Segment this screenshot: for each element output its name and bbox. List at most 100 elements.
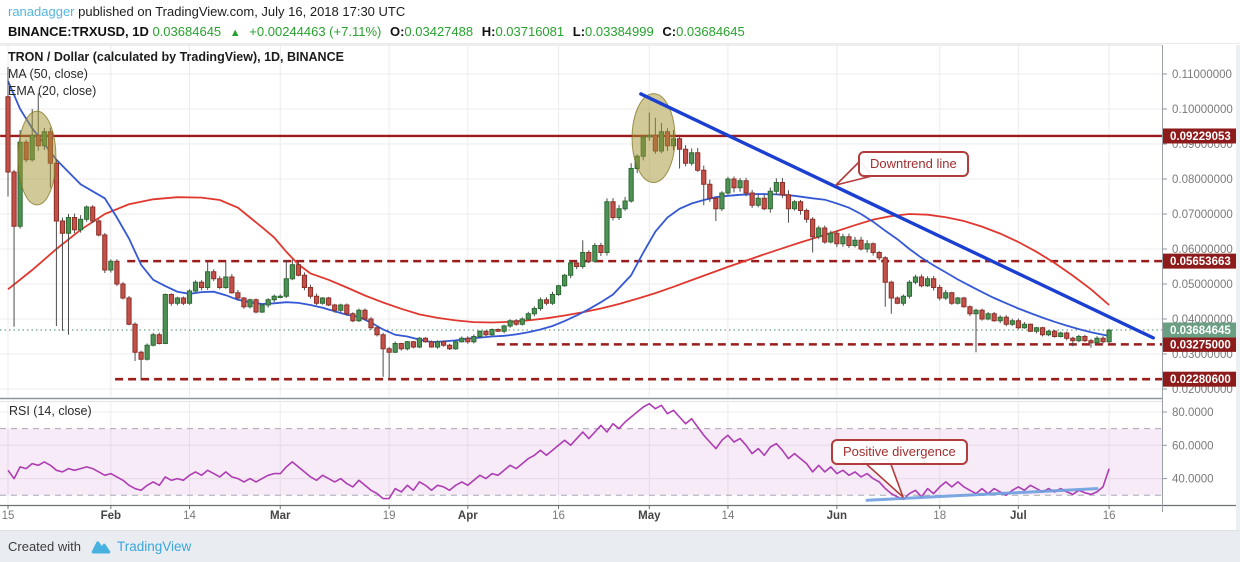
candle	[598, 245, 604, 253]
rsi-line	[7, 402, 1110, 501]
candle	[235, 292, 241, 299]
candle	[592, 245, 598, 262]
up-arrow-icon: ▲	[229, 27, 241, 39]
downtrend-trendline[interactable]	[639, 92, 1155, 340]
candle	[858, 239, 864, 250]
candle	[973, 309, 979, 315]
candle	[840, 236, 846, 245]
candle	[259, 304, 265, 313]
candle	[616, 208, 622, 218]
time-axis-label: 14	[183, 510, 196, 522]
candle	[374, 327, 380, 336]
highlight-ellipse[interactable]	[17, 110, 57, 206]
candle	[132, 323, 138, 353]
tradingview-link[interactable]: TradingView	[116, 539, 192, 554]
publish-info: published on TradingView.com, July 16, 2…	[74, 4, 406, 19]
candle	[326, 297, 332, 306]
candle	[483, 330, 489, 336]
level-price-tag	[1163, 336, 1239, 352]
candle	[459, 337, 465, 343]
divergence-trendline[interactable]	[865, 487, 1099, 502]
candle	[102, 234, 108, 271]
candle	[912, 276, 919, 283]
candle	[785, 194, 792, 210]
candle	[368, 318, 374, 329]
candle	[138, 351, 144, 360]
candle	[707, 183, 713, 199]
rsi-axis-label: 80.0000	[1172, 407, 1214, 419]
candle	[180, 297, 187, 304]
candle	[126, 297, 132, 325]
chart-frame	[0, 44, 1240, 512]
candle	[628, 168, 634, 202]
candle	[356, 309, 362, 322]
candle	[1015, 320, 1021, 329]
candle	[574, 262, 580, 267]
price-axis-label: 0.10000000	[1172, 104, 1233, 116]
candle	[59, 220, 66, 234]
candle	[967, 306, 973, 315]
candle	[586, 252, 592, 262]
last-price-tag-text: 0.03684645	[1170, 325, 1231, 337]
candle	[797, 201, 804, 211]
candle	[555, 285, 562, 295]
candle	[386, 348, 392, 353]
time-axis-label: 19	[383, 510, 396, 522]
candle	[344, 304, 350, 315]
time-axis-label: May	[638, 510, 661, 522]
candle	[513, 320, 519, 325]
candle	[471, 336, 477, 343]
last-price-value: 0.03684645	[152, 24, 222, 39]
candle	[465, 337, 471, 343]
footer-strip: Created with TradingView	[0, 530, 1240, 562]
candle	[695, 152, 701, 171]
candle	[192, 281, 199, 292]
time-axis-label: Jul	[1010, 510, 1027, 522]
candle	[537, 299, 543, 309]
candle	[1082, 336, 1088, 342]
ma50-line	[7, 196, 1110, 324]
candle	[531, 308, 537, 315]
time-axis-label: 16	[1103, 510, 1116, 522]
candle	[78, 218, 84, 231]
candle	[447, 344, 453, 350]
close-value: 0.03684645	[676, 24, 745, 39]
candle	[253, 299, 259, 313]
candle	[1009, 320, 1015, 325]
time-axis[interactable]: 15 Feb 14 Mar 19 Apr 16 May 14 Jun 18 Jul 16	[2, 505, 1116, 522]
chart-title: TRON / Dollar (calculated by TradingView…	[8, 50, 344, 64]
positive-divergence-callout[interactable]: Positive divergence	[831, 439, 968, 465]
time-axis-label: 14	[722, 510, 735, 522]
candle	[241, 297, 247, 308]
candle	[810, 218, 816, 238]
author-link[interactable]: ranadagger	[8, 4, 75, 19]
candle	[168, 294, 174, 304]
candle	[332, 304, 338, 311]
price-axis[interactable]: 0.110000000.100000000.090000000.08000000…	[1162, 69, 1239, 486]
candle	[1021, 323, 1027, 329]
candle	[676, 138, 683, 150]
downtrend-callout[interactable]: Downtrend line	[858, 151, 969, 177]
candle	[767, 190, 773, 210]
candle	[1033, 327, 1040, 332]
candle	[1003, 316, 1009, 325]
candle	[906, 281, 913, 297]
candle	[888, 281, 894, 299]
candle	[90, 206, 96, 222]
candle	[1052, 330, 1058, 337]
candle	[416, 337, 422, 348]
candle	[174, 297, 181, 304]
candle	[773, 182, 779, 192]
candle	[477, 330, 483, 337]
price-axis-label: 0.07000000	[1172, 209, 1233, 221]
candle	[894, 297, 900, 304]
highlight-ellipse[interactable]	[631, 93, 676, 184]
candle	[301, 274, 308, 288]
tradingview-logo-icon[interactable]	[91, 540, 111, 554]
candle	[96, 220, 102, 236]
open-label: O:	[389, 24, 405, 39]
candle	[864, 243, 870, 250]
candle	[701, 169, 707, 185]
candle	[955, 297, 961, 304]
price-axis-label: 0.05000000	[1172, 279, 1233, 291]
